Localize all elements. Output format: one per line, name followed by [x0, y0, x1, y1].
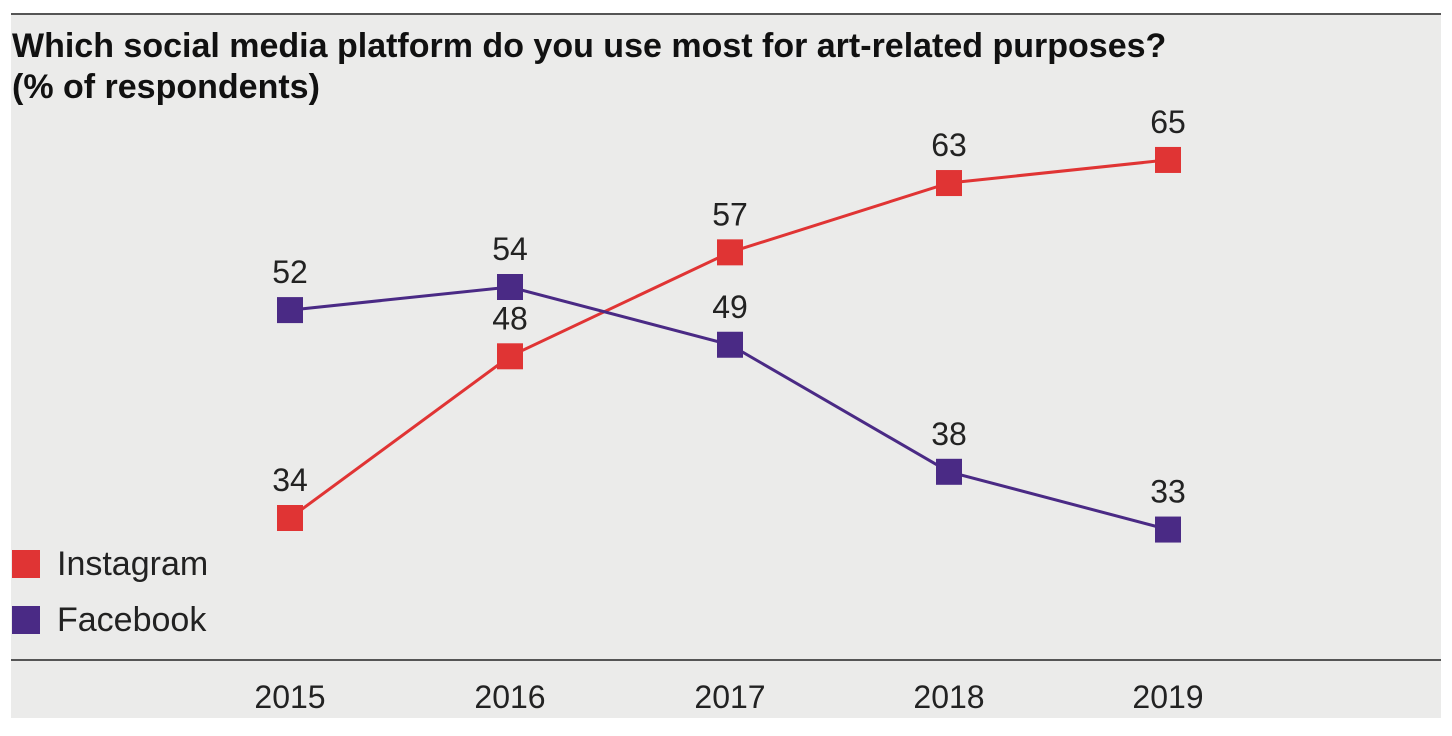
value-labels: 34 48 57 63 65 52 54 49 38 33: [272, 104, 1186, 510]
legend-swatch-facebook: [12, 606, 40, 634]
instagram-marker: [277, 505, 303, 531]
legend: Instagram Facebook: [12, 536, 208, 648]
facebook-marker: [717, 331, 743, 358]
instagram-marker: [717, 239, 743, 266]
facebook-value-label: 52: [272, 254, 308, 290]
facebook-value-label: 33: [1150, 474, 1186, 510]
x-tick-label: 2019: [1132, 679, 1203, 715]
facebook-marker: [936, 458, 962, 485]
facebook-value-label: 49: [712, 289, 748, 325]
facebook-value-label: 54: [492, 231, 528, 267]
instagram-value-label: 57: [712, 196, 748, 232]
instagram-marker: [936, 170, 962, 197]
facebook-marker: [277, 297, 303, 324]
x-tick-label: 2016: [474, 679, 545, 715]
instagram-marker: [1155, 146, 1181, 173]
chart-panel: [11, 14, 1441, 718]
legend-item-instagram: Instagram: [12, 536, 208, 592]
series-markers: [277, 146, 1181, 543]
instagram-value-label: 63: [931, 127, 967, 163]
instagram-value-label: 34: [272, 462, 308, 498]
chart-title-line-1: Which social media platform do you use m…: [12, 27, 1167, 65]
facebook-marker: [497, 274, 523, 300]
instagram-value-label: 65: [1150, 104, 1186, 140]
x-tick-label: 2018: [913, 679, 984, 715]
facebook-marker: [1155, 516, 1181, 543]
x-tick-label: 2017: [694, 679, 765, 715]
legend-item-facebook: Facebook: [12, 592, 208, 648]
legend-label-facebook: Facebook: [57, 600, 207, 639]
x-tick-label: 2015: [254, 679, 325, 715]
chart-title-line-2: (% of respondents): [12, 68, 320, 106]
facebook-value-label: 38: [931, 416, 967, 452]
legend-swatch-instagram: [12, 550, 40, 578]
x-tick-labels: 2015 2016 2017 2018 2019: [254, 679, 1203, 715]
instagram-marker: [497, 343, 523, 370]
top-rule: [11, 13, 1441, 15]
legend-label-instagram: Instagram: [57, 544, 209, 583]
instagram-value-label: 48: [492, 300, 528, 336]
chart-title: Which social media platform do you use m…: [12, 26, 1166, 108]
